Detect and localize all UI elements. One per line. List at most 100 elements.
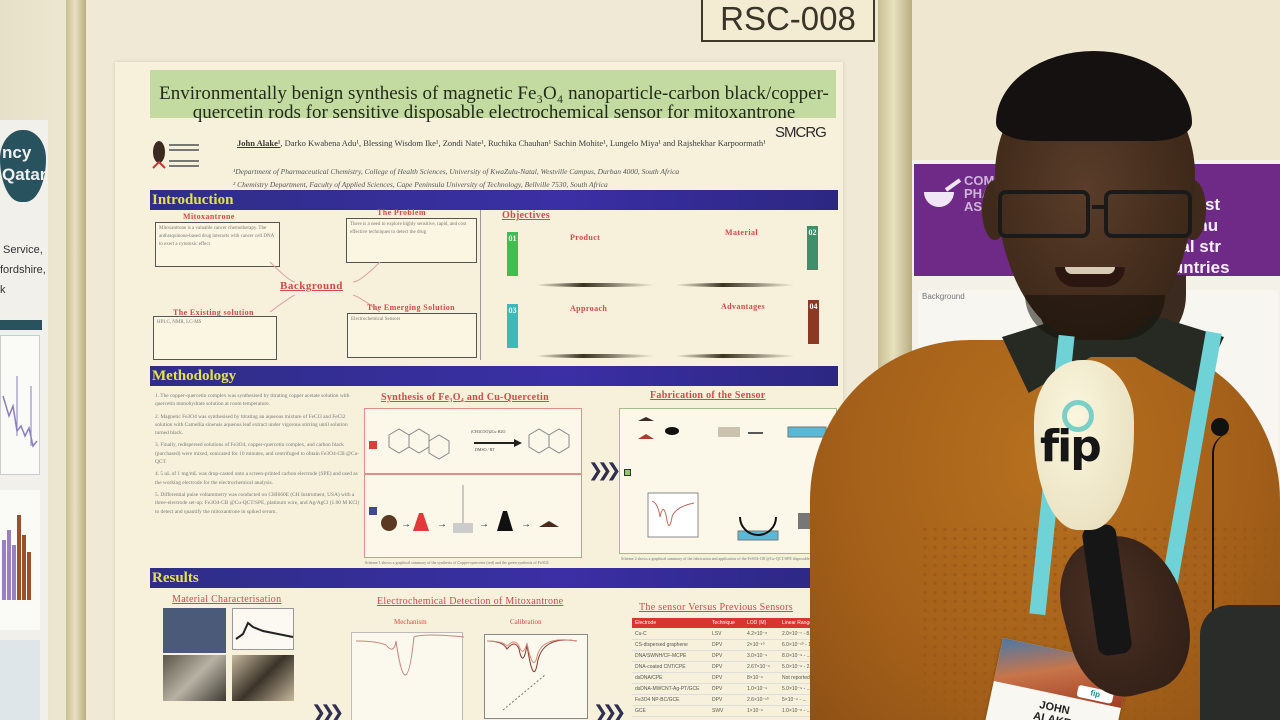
method-step-2: 2. Magnetic Fe3O4 was synthesised by tit…	[155, 413, 348, 437]
scatter-chart-figure	[0, 335, 40, 475]
introduction-bar: Introduction	[150, 190, 838, 210]
svg-text:→: →	[437, 519, 447, 530]
booth-number-label: RSC-008	[701, 0, 875, 42]
method-step-3: 3. Finally, redispersed solutions of Fe3…	[155, 442, 360, 466]
decorative-shadow	[675, 283, 795, 287]
bar-chart-figure	[0, 490, 40, 630]
microphone-windscreen	[1034, 360, 1134, 530]
poster-title: Environmentally benign synthesis of magn…	[149, 84, 839, 122]
chemical-structure-icon	[388, 428, 570, 460]
objective-title-approach: Approach	[570, 304, 608, 313]
intro-box-mitoxantrone: Mitoxantrone is a valuable cancer chemot…	[155, 222, 280, 267]
method-step-1: 1. The copper-quercetin complex was synt…	[155, 393, 350, 408]
flow-chevrons-icon: ❯❯❯	[593, 702, 626, 720]
objective-number-04: 04	[808, 300, 819, 344]
objectives-heading: Objectives	[502, 210, 550, 221]
glasses-lens-left	[998, 190, 1090, 238]
affiliation-1: ¹Department of Pharmaceutical Chemistry,…	[233, 167, 680, 176]
intro-box-emerging: Electrochemical Sensors	[347, 313, 477, 358]
scatter-chart-icon	[2, 376, 38, 448]
column-header-range: Linear Range (M)	[782, 620, 821, 626]
mechanism-figure	[351, 632, 465, 720]
objective-number-01: 01	[507, 232, 518, 276]
title-line-1: Environmentally benign synthesis of magn…	[159, 83, 829, 104]
intro-title-problem: The Problem	[377, 208, 426, 217]
scheme-2-figure	[619, 408, 837, 554]
table-row: GCE SWV 1×10⁻⁹ 1.0×10⁻⁸ - ...	[632, 706, 842, 717]
mortar-pestle-icon	[924, 178, 962, 207]
scheme-marker-blue	[369, 507, 377, 515]
divider	[480, 210, 481, 360]
affiliation-2: ² Chemistry Department, Faculty of Appli…	[233, 180, 608, 189]
author-list: John Alake¹, Darko Kwabena Adu¹, Blessin…	[237, 138, 797, 149]
connector-arcs	[269, 261, 381, 313]
intro-box-existing: HPLC, NMR, LC-MS	[153, 316, 277, 360]
column-header-electrode: Electrode	[635, 620, 657, 626]
table-row: dsDNA-MWCNT-Ag-PT/GCE DPV 1.0×10⁻⁹ 5.0×10⁻⁹…	[632, 684, 842, 695]
decorative-shadow	[675, 354, 795, 358]
affiliations: ¹Department of Pharmaceutical Chemistry,…	[233, 165, 813, 191]
glasses-bridge	[1092, 205, 1108, 209]
svg-text:→: →	[479, 519, 489, 530]
hair	[996, 51, 1192, 141]
section-label: Background	[922, 292, 965, 301]
scheme-marker-green	[624, 469, 631, 476]
introduction-heading: Introduction	[152, 192, 234, 208]
table-row: Cu-C LSV 4.2×10⁻⁸ 2.0×10⁻⁷ - 8.0×10⁻⁶	[632, 629, 842, 640]
background-label: Background	[280, 280, 343, 292]
interviewer-sleeve	[1200, 605, 1280, 720]
table-row: dsDNA/CPE DPV 8×10⁻⁹ Not reported	[632, 673, 842, 684]
column-header-lod: LOD (M)	[747, 620, 767, 626]
dpv-peak-chart-icon	[355, 634, 465, 676]
detection-heading: Electrochemical Detection of Mitoxantron…	[377, 596, 564, 607]
table-row: CS-dispersed graphene DPV 2×10⁻¹⁰ 6.0×10⁻¹⁰…	[632, 640, 842, 651]
beard	[1025, 295, 1165, 340]
table-row: DNA-coated CNT/CPE DPV 2.67×10⁻⁹ 5.0×10⁻⁹ -…	[632, 662, 842, 673]
edx-spectrum-image	[163, 608, 226, 653]
section-bar	[0, 320, 42, 330]
presenting-author: John Alake¹	[237, 138, 281, 148]
comparison-table-header: Electrode Technique LOD (M) Linear Range…	[632, 618, 842, 628]
teeth	[1065, 267, 1115, 274]
objective-title-advantages: Advantages	[721, 302, 766, 311]
objective-title-product: Product	[570, 233, 601, 242]
calibration-chart-icon	[486, 639, 578, 711]
objective-number-02: 02	[807, 226, 818, 270]
poster-affiliation: Service, fordshire, k	[0, 244, 46, 296]
co-authors: , Darko Kwabena Adu¹, Blessing Wisdom Ik…	[280, 138, 766, 148]
method-step-4: 4. 5 uL of 1 mg/mL was drop-casted onto …	[155, 471, 358, 486]
comparison-heading: The sensor Versus Previous Sensors	[639, 602, 793, 613]
svg-text:→: →	[521, 519, 531, 530]
results-bar: Results	[150, 568, 838, 588]
smcrg-logo: SMCRG	[775, 124, 827, 141]
title-line-2: quercetin rods for sensitive disposable …	[192, 102, 796, 123]
method-step-5: 5. Differential pulse voltammetry was co…	[155, 491, 360, 515]
decorative-shadow	[535, 354, 655, 358]
scheme-marker-red	[369, 441, 377, 449]
green-synthesis-process-icon: → → → →	[381, 485, 559, 533]
reagent-label: (CH3COO)2Cu·H2O	[471, 429, 506, 434]
calibration-figure	[484, 634, 588, 719]
microphone-brand: fip	[1040, 421, 1102, 472]
calibration-label: Calibration	[510, 618, 542, 626]
lavalier-microphone-icon	[1211, 418, 1229, 436]
objective-number-03: 03	[507, 304, 518, 348]
fip-logo-icon	[1062, 400, 1094, 432]
poster-header: ncy Qatar	[0, 130, 46, 202]
objective-title-material: Material	[725, 228, 758, 237]
methodology-bar: Methodology	[150, 366, 838, 386]
column-header-technique: Technique	[712, 620, 735, 626]
microphone-cable	[1212, 433, 1232, 653]
title-band	[150, 70, 836, 118]
university-logo-icon	[152, 141, 199, 169]
table-row: DNA/SWNH/CF-MCPE DPV 3.0×10⁻⁹ 8.0×10⁻⁹ - ..…	[632, 651, 842, 662]
scheme-1a-figure: (CH3COO)2Cu·H2O DMSO / RT	[364, 408, 582, 474]
table-row: Fe3O4 NP-BC/GCE DPV 2.6×10⁻¹⁰ 5×10⁻⁹ - ...	[632, 695, 842, 706]
sem-image	[163, 655, 226, 701]
research-poster: Environmentally benign synthesis of magn…	[115, 62, 843, 720]
decorative-shadow	[535, 283, 655, 287]
synthesis-heading: Synthesis of Fe₃O₄ and Cu-Quercetin	[381, 392, 549, 403]
sensor-fabrication-process-icon	[638, 417, 828, 541]
presenter: fip JOHN ALAKE South Africa fip	[800, 45, 1280, 720]
scheme-1b-figure: → → → →	[364, 474, 582, 558]
